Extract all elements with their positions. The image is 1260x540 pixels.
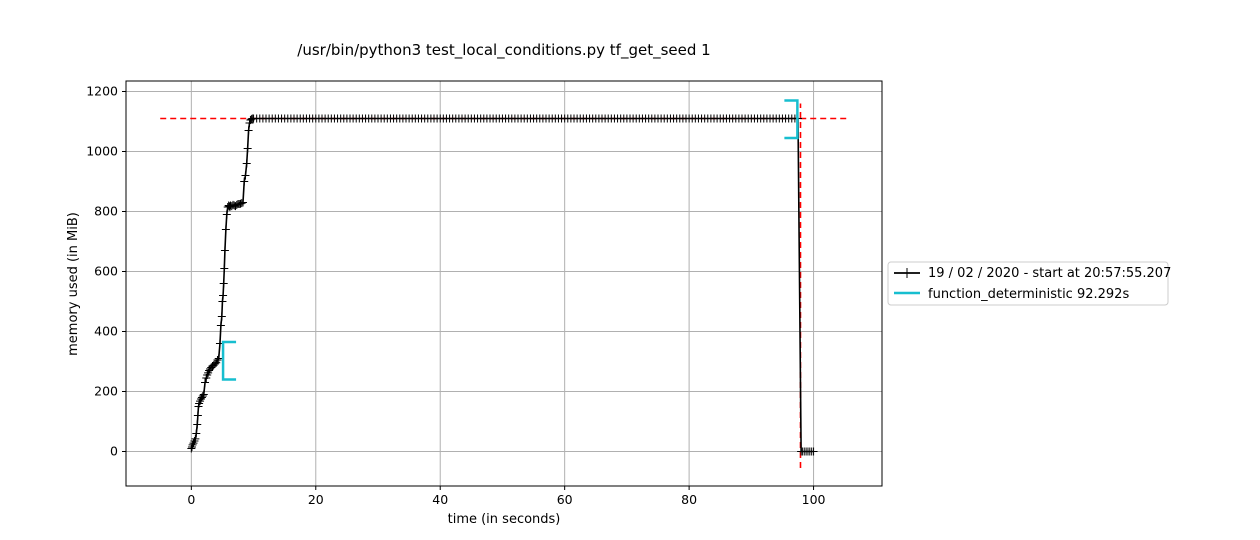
memory-point: [222, 210, 231, 219]
memory-point: [243, 144, 252, 153]
y-tick-label: 1000: [86, 144, 118, 159]
plot-background: [126, 81, 882, 486]
memory-point: [214, 354, 223, 363]
memory-series: [187, 114, 818, 456]
memory-point: [217, 312, 226, 321]
memory-point: [187, 443, 196, 451]
memory-point: [244, 126, 253, 135]
memory-point: [218, 297, 227, 306]
memory-point: [201, 378, 210, 387]
legend-memory-label: 19 / 02 / 2020 - start at 20:57:55.207: [928, 266, 1171, 281]
function-end-bracket: [784, 99, 799, 140]
memory-point: [193, 420, 202, 429]
memory-point: [221, 225, 230, 234]
y-tick-label: 600: [94, 264, 118, 279]
grid-lines: [126, 81, 882, 486]
x-tick-label: 60: [557, 492, 573, 507]
x-tick-label: 100: [802, 492, 826, 507]
memory-point: [193, 411, 202, 420]
memory-point: [198, 392, 207, 400]
memory-point: [188, 440, 197, 449]
memory-point: [241, 171, 250, 180]
y-axis-label: memory used (in MiB): [66, 212, 81, 356]
memory-point: [196, 397, 205, 406]
memory-point: [240, 177, 249, 186]
memory-point: [220, 264, 229, 273]
memory-point: [809, 447, 818, 456]
y-tick-label: 200: [94, 384, 118, 399]
y-tick-label: 400: [94, 324, 118, 339]
x-axis-label: time (in seconds): [448, 512, 561, 527]
memory-point: [191, 434, 200, 443]
memory-point: [242, 159, 251, 168]
memory-point: [213, 356, 222, 364]
memory-point: [237, 199, 246, 208]
function-brackets: [221, 99, 799, 381]
x-tick-label: 0: [187, 492, 195, 507]
x-tick-label: 40: [432, 492, 448, 507]
memory-point: [219, 291, 228, 300]
chart-title: /usr/bin/python3 test_local_conditions.p…: [297, 41, 710, 60]
legend-box: [887, 261, 1169, 306]
function-start-bracket: [221, 340, 237, 381]
y-tick-label: 1200: [86, 84, 118, 99]
y-tick-label: 0: [110, 444, 118, 459]
memory-point: [189, 439, 198, 448]
memory-point: [203, 371, 212, 379]
memory-point: [238, 198, 247, 207]
memory-point: [216, 321, 225, 330]
memory-point: [187, 444, 196, 453]
memory-point: [220, 246, 229, 255]
memory-point: [219, 279, 228, 288]
x-tick-label: 80: [681, 492, 697, 507]
legend: 19 / 02 / 2020 - start at 20:57:55.207 f…: [887, 261, 1171, 306]
x-tick-label: 20: [308, 492, 324, 507]
memory-point: [190, 437, 199, 445]
plot-frame: [125, 80, 883, 487]
memory-point: [192, 429, 201, 438]
y-tick-label: 800: [94, 204, 118, 219]
memory-point: [199, 390, 208, 399]
legend-function-label: function_deterministic 92.292s: [928, 287, 1129, 302]
